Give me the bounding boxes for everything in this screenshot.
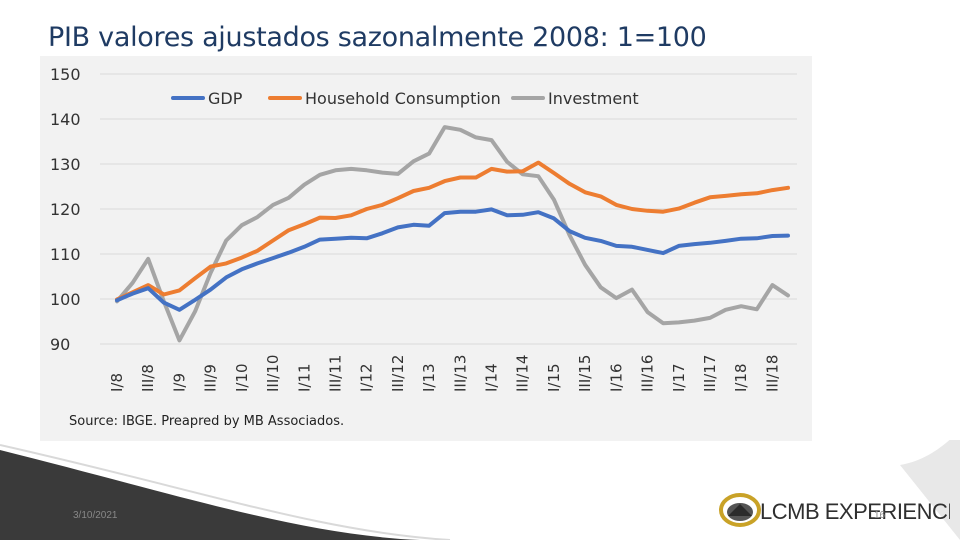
slide-title: PIB valores ajustados sazonalmente 2008:… (48, 22, 707, 53)
series-line-gdp (115, 207, 790, 312)
x-tick-label: III/8 (139, 364, 157, 392)
decorative-bottom-wave (0, 440, 960, 540)
x-tick-label: III/12 (389, 355, 407, 392)
x-tick-label: III/17 (701, 355, 719, 392)
y-tick-label: 140 (50, 110, 81, 129)
y-tick-label: 120 (50, 200, 81, 219)
chart-legend: GDP Household Consumption Investment (171, 89, 639, 108)
x-tick-label: I/12 (358, 363, 376, 392)
x-tick-label: III/14 (514, 355, 532, 392)
x-tick-label: I/16 (607, 363, 625, 392)
y-tick-label: 150 (50, 65, 81, 84)
y-axis-ticks: 90 100 110 120 130 140 150 (50, 65, 81, 354)
y-tick-label: 130 (50, 155, 81, 174)
x-tick-label: I/14 (483, 363, 501, 392)
y-tick-label: 90 (50, 335, 70, 354)
y-tick-label: 100 (50, 290, 81, 309)
page-number: 16 (874, 510, 886, 521)
x-tick-label: III/13 (451, 355, 469, 392)
series-lines (115, 125, 790, 343)
legend-label: Household Consumption (305, 89, 501, 108)
grid-lines (100, 73, 797, 345)
x-tick-label: I/9 (170, 373, 188, 392)
x-tick-label: III/9 (202, 364, 220, 392)
x-tick-label: III/11 (326, 355, 344, 392)
x-tick-label: I/15 (545, 363, 563, 392)
logo-text: LCMB EXPERIENCE (760, 499, 950, 524)
x-tick-label: I/8 (108, 373, 126, 392)
lcmb-logo: LCMB EXPERIENCE (719, 493, 950, 527)
chart-panel (40, 56, 812, 441)
x-tick-label: III/16 (639, 355, 657, 392)
series-line-household-consumption (115, 160, 790, 302)
x-tick-label: I/10 (233, 363, 251, 392)
x-tick-label: I/13 (420, 363, 438, 392)
x-tick-label: III/10 (264, 355, 282, 392)
x-tick-label: I/17 (670, 363, 688, 392)
x-axis-ticks: I/8 III/8 I/9 III/9 I/10 III/10 I/11 III/11 I/12… (108, 355, 781, 392)
x-tick-label: III/18 (763, 355, 781, 392)
x-tick-label: III/15 (576, 355, 594, 392)
legend-label: GDP (208, 89, 243, 108)
gdp-chart: 90 100 110 120 130 140 150 I/8 III/8 I/9 III/9 I/1… (50, 65, 797, 392)
x-tick-label: I/11 (295, 363, 313, 392)
y-tick-label: 110 (50, 245, 81, 264)
source-note: Source: IBGE. Preapred by MB Associados. (69, 414, 345, 429)
x-tick-label: I/18 (732, 363, 750, 392)
legend-label: Investment (548, 89, 639, 108)
series-line-investment (115, 125, 790, 343)
slide-date: 3/10/2021 (73, 510, 118, 521)
